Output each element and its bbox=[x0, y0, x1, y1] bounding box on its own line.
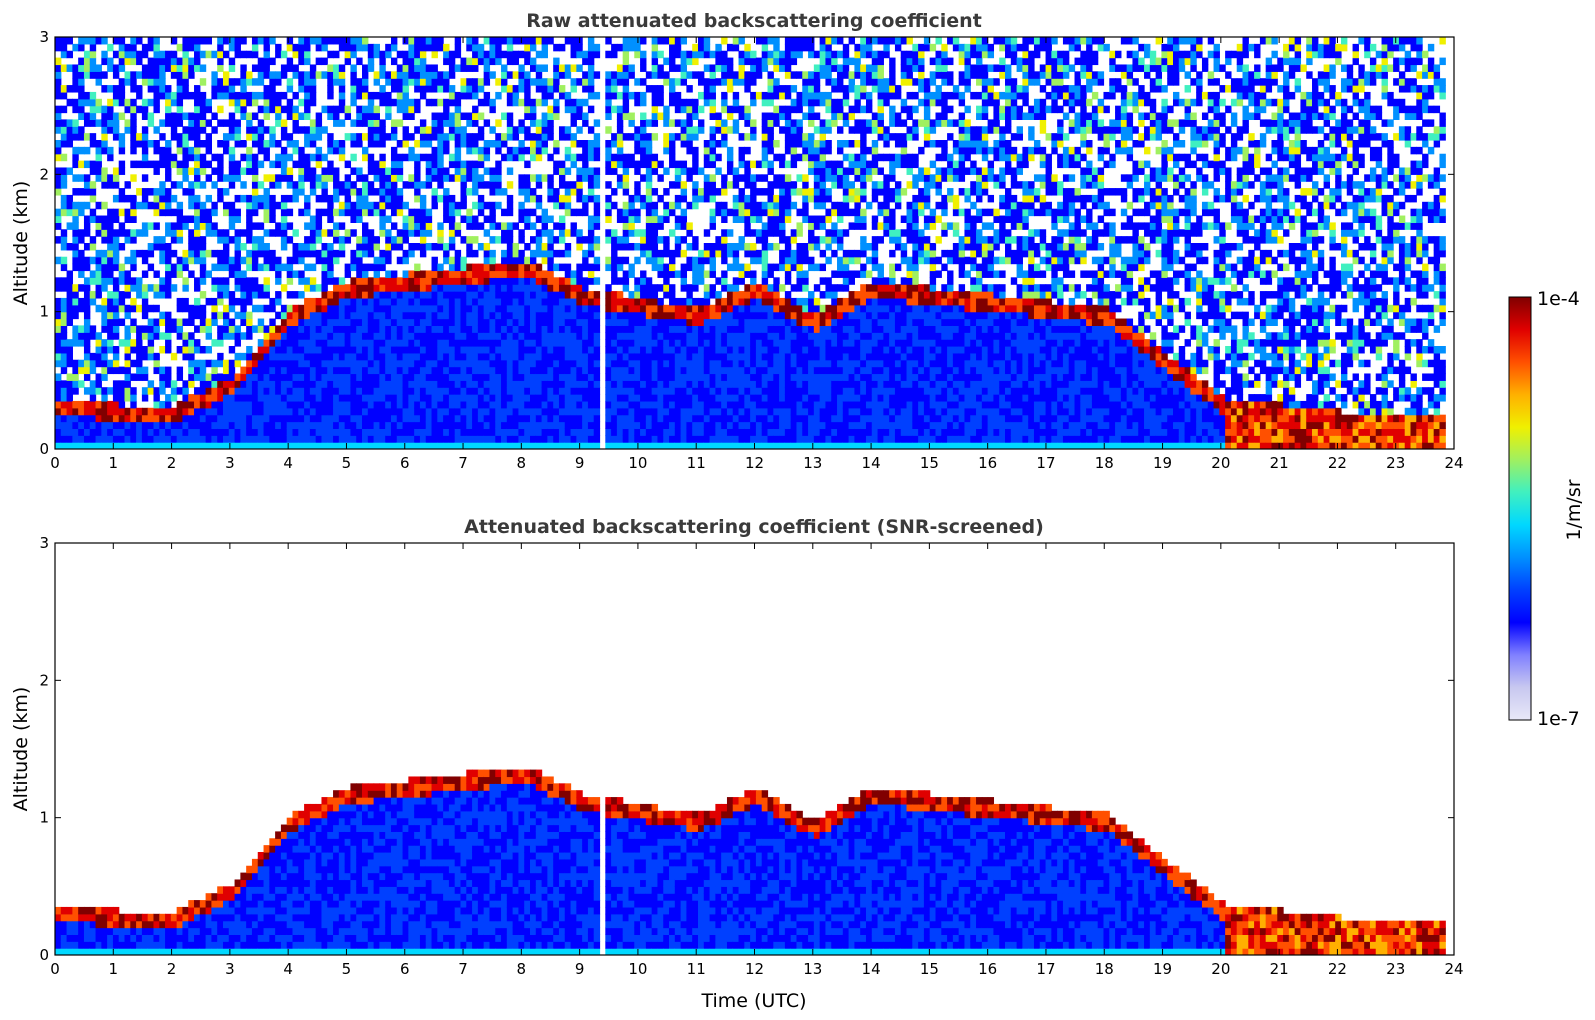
colorbar: 1e-4 1e-7 1/m/sr bbox=[1508, 288, 1585, 730]
x-tick-label: 6 bbox=[400, 960, 410, 978]
x-tick-label: 16 bbox=[978, 960, 997, 978]
panel-screened-x-ticks: 0 1 2 3 4 5 6 7 8 9 10 11 12 13 14 15 16 17 18 19 20 21 22 23 24 bbox=[50, 543, 1464, 978]
colorbar-gradient bbox=[1508, 296, 1532, 721]
x-tick-label: 8 bbox=[517, 960, 527, 978]
x-tick-label: 11 bbox=[687, 454, 706, 472]
x-tick-label: 12 bbox=[745, 960, 764, 978]
x-tick-label: 2 bbox=[167, 454, 177, 472]
x-tick-label: 22 bbox=[1328, 960, 1347, 978]
panel-screened: Attenuated backscattering coefficient (S… bbox=[10, 516, 1464, 1012]
x-tick-label: 9 bbox=[575, 454, 585, 472]
x-tick-label: 18 bbox=[1095, 454, 1114, 472]
panel-screened-y-ticks: 0 1 2 3 bbox=[39, 534, 1454, 964]
x-tick-label: 19 bbox=[1153, 960, 1172, 978]
y-tick-label: 3 bbox=[39, 28, 49, 46]
panel-screened-xlabel: Time (UTC) bbox=[700, 990, 806, 1012]
panel-raw-title: Raw attenuated backscattering coefficien… bbox=[526, 10, 982, 32]
panel-raw: Raw attenuated backscattering coefficien… bbox=[10, 10, 1464, 472]
x-tick-label: 10 bbox=[628, 454, 647, 472]
x-tick-label: 1 bbox=[109, 454, 119, 472]
x-tick-label: 7 bbox=[458, 960, 468, 978]
y-tick-label: 1 bbox=[39, 303, 49, 321]
y-tick-label: 2 bbox=[39, 165, 49, 183]
colorbar-unit-label: 1/m/sr bbox=[1563, 479, 1585, 540]
x-tick-label: 1 bbox=[109, 960, 119, 978]
x-tick-label: 23 bbox=[1386, 454, 1405, 472]
x-tick-label: 0 bbox=[50, 454, 60, 472]
x-tick-label: 14 bbox=[862, 960, 881, 978]
x-tick-label: 5 bbox=[342, 454, 352, 472]
x-tick-label: 5 bbox=[342, 960, 352, 978]
x-tick-label: 6 bbox=[400, 454, 410, 472]
x-tick-label: 19 bbox=[1153, 454, 1172, 472]
colorbar-min-label: 1e-7 bbox=[1537, 708, 1580, 730]
x-tick-label: 21 bbox=[1270, 960, 1289, 978]
x-tick-label: 8 bbox=[517, 454, 527, 472]
x-tick-label: 15 bbox=[920, 454, 939, 472]
x-tick-label: 9 bbox=[575, 960, 585, 978]
panel-raw-ylabel: Altitude (km) bbox=[10, 181, 32, 306]
x-tick-label: 4 bbox=[283, 960, 293, 978]
panel-raw-y-ticks: 0 1 2 3 bbox=[39, 28, 1454, 458]
y-tick-label: 2 bbox=[39, 671, 49, 689]
x-tick-label: 14 bbox=[862, 454, 881, 472]
x-tick-label: 0 bbox=[50, 960, 60, 978]
x-tick-label: 16 bbox=[978, 454, 997, 472]
x-tick-label: 21 bbox=[1270, 454, 1289, 472]
x-tick-label: 13 bbox=[803, 960, 822, 978]
y-tick-label: 1 bbox=[39, 809, 49, 827]
x-tick-label: 12 bbox=[745, 454, 764, 472]
x-tick-label: 17 bbox=[1036, 454, 1055, 472]
y-tick-label: 3 bbox=[39, 534, 49, 552]
x-tick-label: 11 bbox=[687, 960, 706, 978]
x-tick-label: 3 bbox=[225, 454, 235, 472]
y-tick-label: 0 bbox=[39, 946, 49, 964]
x-tick-label: 24 bbox=[1444, 454, 1463, 472]
y-tick-label: 0 bbox=[39, 440, 49, 458]
x-tick-label: 2 bbox=[167, 960, 177, 978]
colorbar-max-label: 1e-4 bbox=[1537, 288, 1580, 310]
x-tick-label: 10 bbox=[628, 960, 647, 978]
panel-screened-ylabel: Altitude (km) bbox=[10, 687, 32, 812]
panel-screened-title: Attenuated backscattering coefficient (S… bbox=[464, 516, 1044, 538]
panel-raw-heatmap bbox=[55, 37, 1446, 449]
x-tick-label: 3 bbox=[225, 960, 235, 978]
x-tick-label: 23 bbox=[1386, 960, 1405, 978]
x-tick-label: 24 bbox=[1444, 960, 1463, 978]
panel-screened-heatmap bbox=[55, 769, 1446, 955]
x-tick-label: 22 bbox=[1328, 454, 1347, 472]
x-tick-label: 7 bbox=[458, 454, 468, 472]
x-tick-label: 18 bbox=[1095, 960, 1114, 978]
x-tick-label: 20 bbox=[1211, 454, 1230, 472]
x-tick-label: 20 bbox=[1211, 960, 1230, 978]
panel-raw-x-ticks: 0 1 2 3 4 5 6 7 8 9 10 11 12 13 14 15 16 17 18 19 20 21 22 23 24 bbox=[50, 37, 1464, 472]
x-tick-label: 15 bbox=[920, 960, 939, 978]
x-tick-label: 4 bbox=[283, 454, 293, 472]
x-tick-label: 13 bbox=[803, 454, 822, 472]
x-tick-label: 17 bbox=[1036, 960, 1055, 978]
